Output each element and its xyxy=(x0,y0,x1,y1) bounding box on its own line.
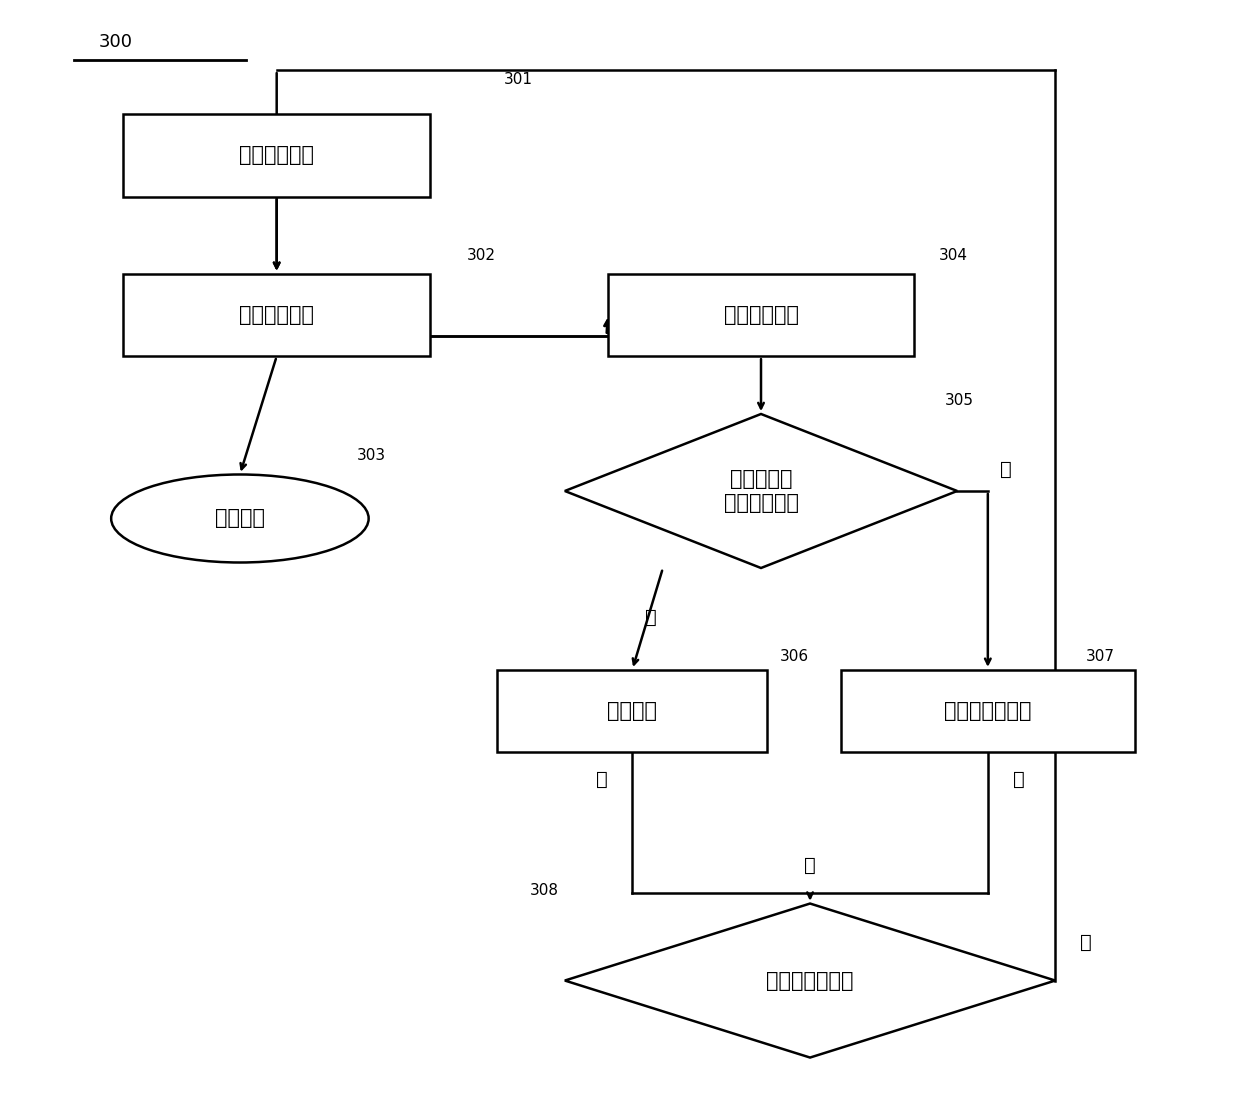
Ellipse shape xyxy=(112,475,368,563)
Text: 306: 306 xyxy=(780,649,808,664)
Text: 是否有停止命令: 是否有停止命令 xyxy=(766,970,854,990)
Text: 进排气循环启动: 进排气循环启动 xyxy=(944,701,1032,721)
FancyBboxPatch shape xyxy=(124,115,430,197)
Text: 所有动作关闭: 所有动作关闭 xyxy=(239,305,314,325)
Text: 否: 否 xyxy=(595,770,608,790)
Text: 302: 302 xyxy=(466,247,496,263)
Text: 是循环启动
否进排气启动: 是循环启动 否进排气启动 xyxy=(723,469,799,512)
Text: 303: 303 xyxy=(356,449,386,463)
Text: 304: 304 xyxy=(939,247,967,263)
Text: 否: 否 xyxy=(1001,459,1012,479)
Polygon shape xyxy=(565,903,1055,1057)
Polygon shape xyxy=(565,414,957,568)
Text: 是: 是 xyxy=(1080,932,1091,951)
Text: 否: 否 xyxy=(1013,770,1024,790)
Text: 307: 307 xyxy=(1086,649,1115,664)
Text: 结束循环: 结束循环 xyxy=(215,508,265,528)
Text: 是: 是 xyxy=(645,608,656,627)
Text: 否: 否 xyxy=(805,856,816,874)
FancyBboxPatch shape xyxy=(497,670,768,752)
Text: 305: 305 xyxy=(945,393,973,409)
Text: 308: 308 xyxy=(529,883,559,898)
FancyBboxPatch shape xyxy=(608,274,914,356)
Text: 300: 300 xyxy=(99,33,133,51)
Text: 启动循环命令: 启动循环命令 xyxy=(723,305,799,325)
FancyBboxPatch shape xyxy=(841,670,1135,752)
Text: 循环启动: 循环启动 xyxy=(608,701,657,721)
Text: 停止命令启动: 停止命令启动 xyxy=(239,146,314,166)
FancyBboxPatch shape xyxy=(124,274,430,356)
Text: 301: 301 xyxy=(503,71,532,87)
